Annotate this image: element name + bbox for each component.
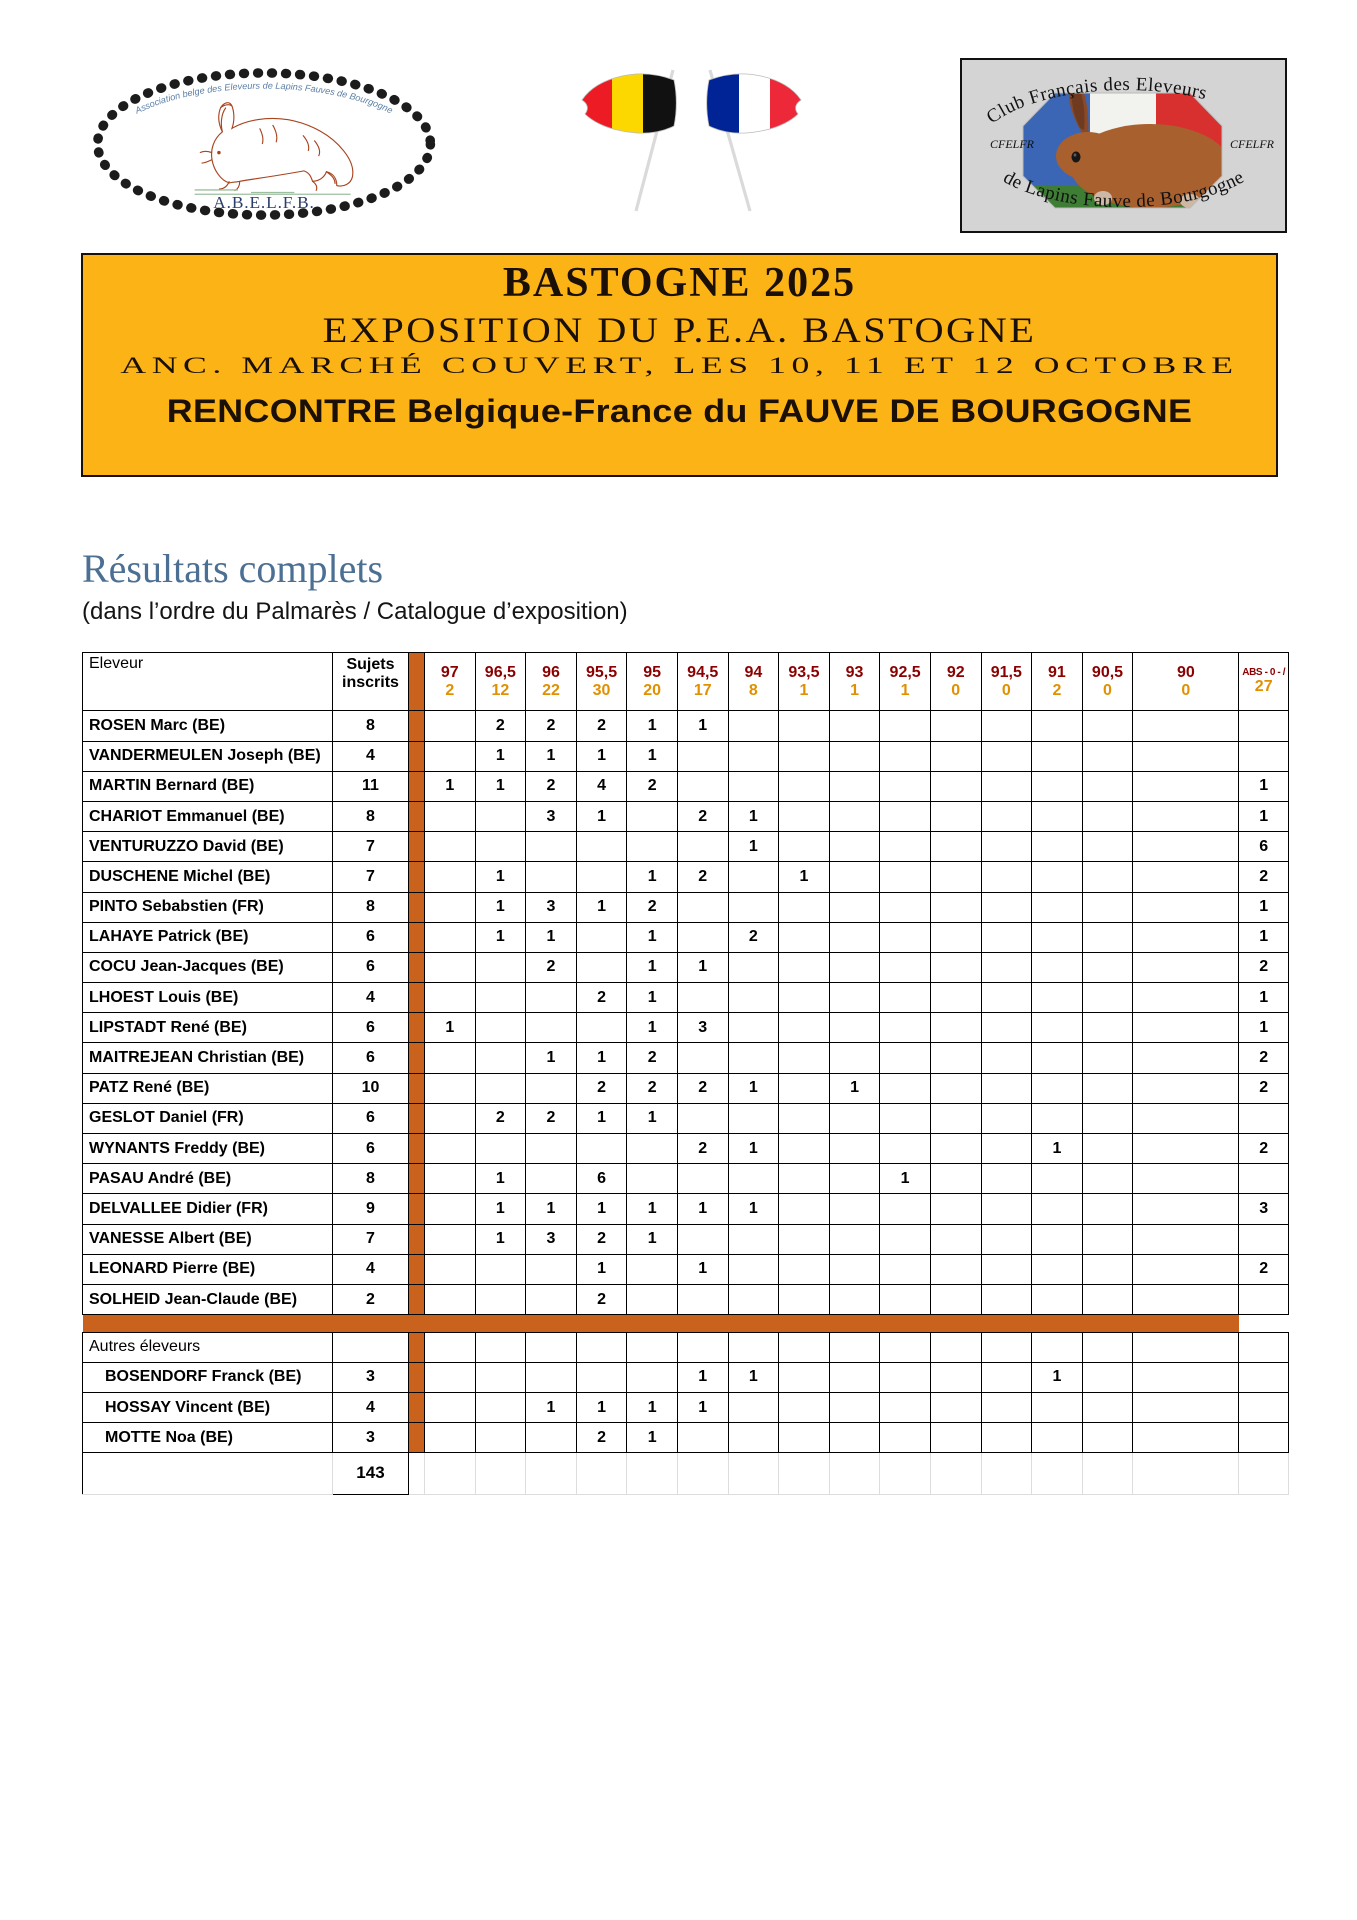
svg-text:CFELFR: CFELFR xyxy=(990,137,1035,151)
svg-text:A.B.E.L.F.B.: A.B.E.L.F.B. xyxy=(213,193,314,212)
svg-text:CFELFR: CFELFR xyxy=(1230,137,1275,151)
